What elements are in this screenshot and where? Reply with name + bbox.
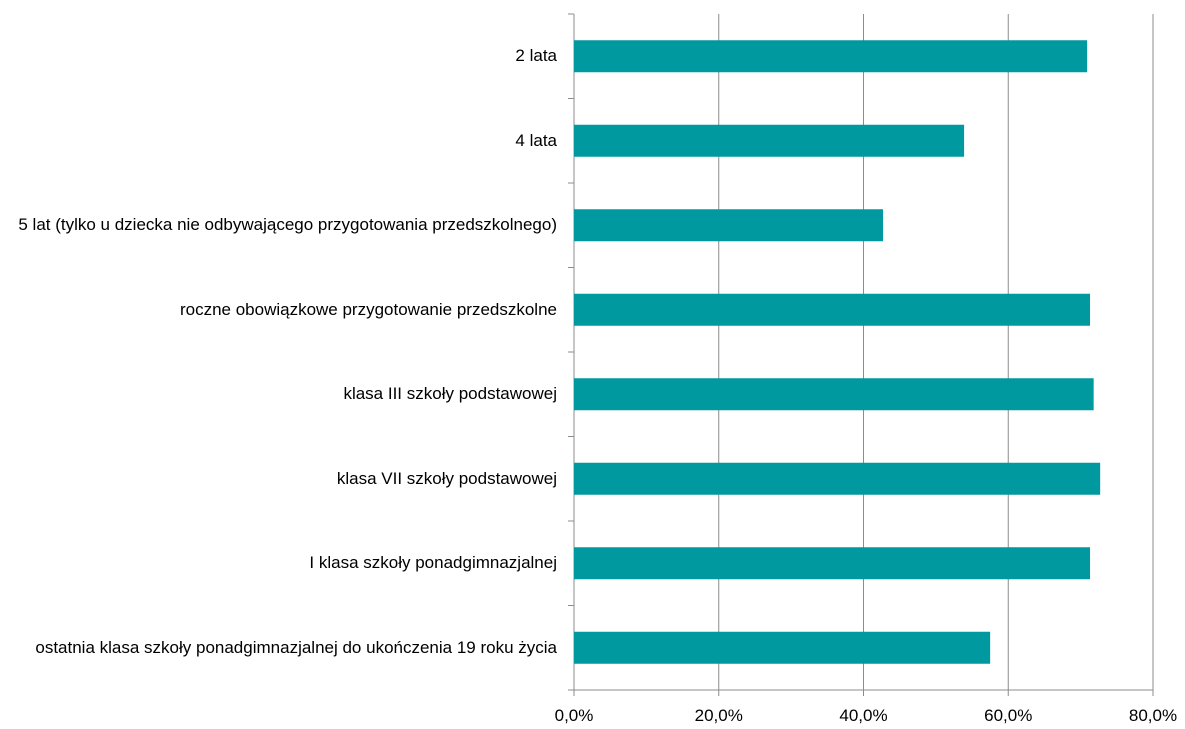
category-label: I klasa szkoły ponadgimnazjalnej xyxy=(309,553,557,573)
bar xyxy=(574,631,991,664)
bar xyxy=(574,209,884,242)
bar xyxy=(574,40,1088,73)
bar xyxy=(574,547,1091,580)
x-tick-label: 80,0% xyxy=(1128,706,1178,725)
x-tick-label: 60,0% xyxy=(984,706,1033,725)
category-label: roczne obowiązkowe przygotowanie przedsz… xyxy=(179,299,557,319)
bar xyxy=(574,124,965,157)
bar xyxy=(574,378,1094,411)
category-label: klasa III szkoły podstawowej xyxy=(343,384,557,404)
bar xyxy=(574,462,1101,495)
category-label: klasa VII szkoły podstawowej xyxy=(336,468,557,488)
x-tick-label: 0,0% xyxy=(554,706,594,725)
category-label: ostatnia klasa szkoły ponadgimnazjalnej … xyxy=(35,637,557,657)
x-tick-label: 20,0% xyxy=(694,706,743,725)
bar xyxy=(574,293,1091,326)
x-tick-label: 40,0% xyxy=(839,706,888,725)
category-label: 2 lata xyxy=(515,46,557,66)
category-label: 4 lata xyxy=(515,130,557,150)
category-label: 5 lat (tylko u dziecka nie odbywającego … xyxy=(18,215,557,235)
